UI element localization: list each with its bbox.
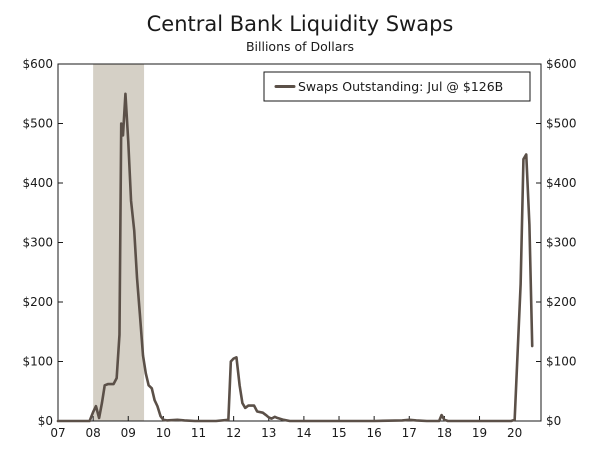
x-tick-label: 18 bbox=[437, 426, 452, 440]
x-tick-label: 07 bbox=[50, 426, 65, 440]
y-tick-label-right: $0 bbox=[546, 414, 561, 428]
x-tick-label: 13 bbox=[261, 426, 276, 440]
x-tick-label: 10 bbox=[156, 426, 171, 440]
series-layer bbox=[56, 92, 534, 423]
y-tick-label-right: $600 bbox=[546, 57, 577, 71]
x-tick-label: 11 bbox=[191, 426, 206, 440]
chart-title: Central Bank Liquidity Swaps bbox=[146, 12, 454, 36]
x-tick-label: 12 bbox=[226, 426, 241, 440]
y-tick-label-right: $300 bbox=[546, 236, 577, 250]
y-tick-label-left: $0 bbox=[38, 414, 53, 428]
y-axis-left: $0 $100 $200 $300 $400 $500 $600 bbox=[22, 57, 63, 428]
y-tick-label-left: $400 bbox=[22, 176, 53, 190]
x-tick-label: 17 bbox=[402, 426, 417, 440]
y-tick-label-left: $300 bbox=[22, 236, 53, 250]
x-axis: 07 08 09 10 11 12 13 14 15 16 17 18 19 20 bbox=[50, 416, 522, 440]
y-tick-label-right: $100 bbox=[546, 355, 577, 369]
y-tick-label-right: $400 bbox=[546, 176, 577, 190]
chart-subtitle: Billions of Dollars bbox=[245, 39, 355, 54]
y-tick-label-left: $500 bbox=[22, 117, 53, 131]
legend-label: Swaps Outstanding: Jul @ $126B bbox=[298, 79, 503, 94]
x-tick-label: 19 bbox=[472, 426, 487, 440]
x-tick-label: 14 bbox=[296, 426, 311, 440]
x-tick-label: 16 bbox=[367, 426, 382, 440]
y-tick-label-left: $100 bbox=[22, 355, 53, 369]
x-tick-label: 15 bbox=[331, 426, 346, 440]
legend: Swaps Outstanding: Jul @ $126B bbox=[263, 71, 531, 102]
y-tick-label-left: $600 bbox=[22, 57, 53, 71]
y-axis-right: $0 $100 $200 $300 $400 $500 $600 bbox=[536, 57, 577, 428]
y-tick-label-right: $500 bbox=[546, 117, 577, 131]
series-line-0 bbox=[56, 92, 534, 423]
x-tick-label: 20 bbox=[507, 426, 522, 440]
x-tick-label: 09 bbox=[121, 426, 136, 440]
y-tick-label-left: $200 bbox=[22, 295, 53, 309]
x-tick-label: 08 bbox=[85, 426, 100, 440]
y-tick-label-right: $200 bbox=[546, 295, 577, 309]
legend-box bbox=[263, 71, 531, 102]
